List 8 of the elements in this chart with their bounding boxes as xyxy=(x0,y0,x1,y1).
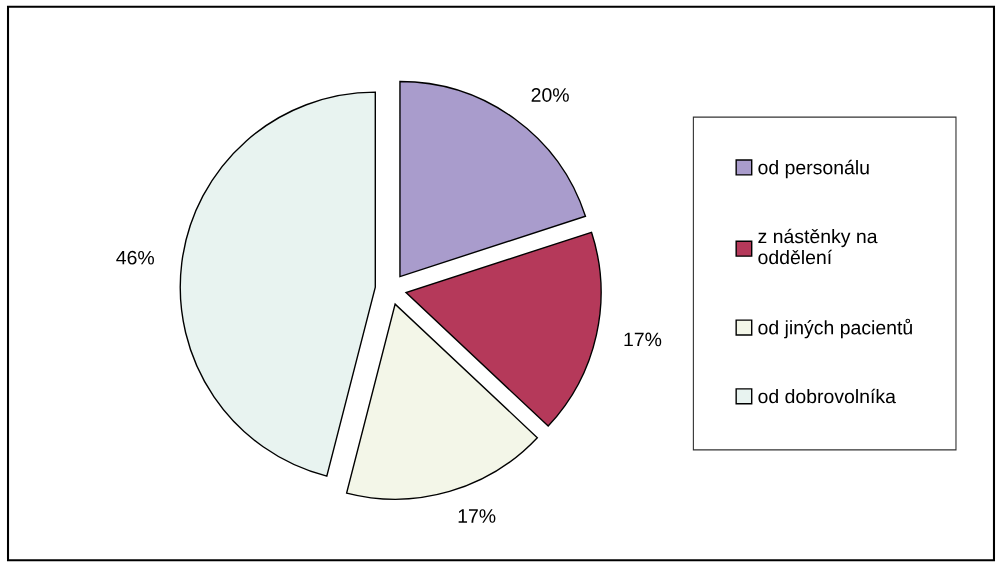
data-label: 17% xyxy=(624,332,662,347)
legend-label: od jiných pacientů xyxy=(758,318,912,339)
legend-label: od personálu xyxy=(758,159,869,179)
data-label: 17% xyxy=(458,509,496,523)
legend-label: z nástěnky na oddělení xyxy=(758,228,878,265)
data-label: 20% xyxy=(531,88,569,102)
legend-label: od dobrovolníka xyxy=(758,388,896,404)
data-label: 46% xyxy=(116,250,155,265)
